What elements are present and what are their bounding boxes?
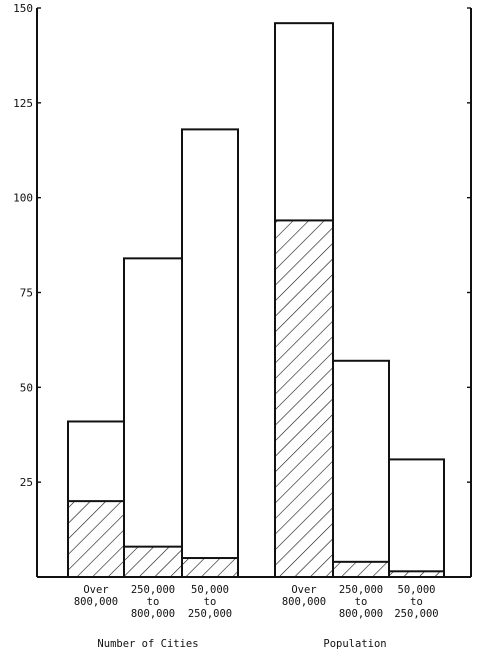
bar-hatched: [123, 545, 183, 578]
group-label: Number of Cities: [97, 638, 198, 650]
y-tick-label: 50: [20, 381, 33, 394]
category-label: 800,000: [131, 608, 175, 620]
bar-hatched: [332, 560, 390, 578]
category-label: 800,000: [74, 596, 118, 608]
group-label: Population: [323, 638, 386, 650]
category-label: Over: [83, 584, 108, 596]
bars: [67, 22, 445, 579]
bar-total: [332, 359, 390, 578]
category-label: to: [355, 596, 368, 608]
category-label: 250,000: [394, 608, 438, 620]
y-tick-label: 75: [20, 287, 33, 300]
bar-hatched: [181, 557, 239, 578]
y-tick-label: 125: [13, 97, 33, 110]
category-label: 800,000: [282, 596, 326, 608]
bar-hatched: [274, 219, 334, 578]
category-label: Over: [291, 584, 316, 596]
category-label: 50,000: [191, 584, 229, 596]
category-label: to: [147, 596, 160, 608]
category-label: 250,000: [339, 584, 383, 596]
category-label: 250,000: [131, 584, 175, 596]
bar-total: [388, 458, 445, 579]
category-label: to: [410, 596, 423, 608]
y-tick-label: 25: [20, 476, 33, 489]
y-tick-label: 100: [13, 192, 33, 205]
bar-hatched: [67, 500, 125, 578]
bar-total: [181, 128, 239, 579]
bar-hatched: [388, 570, 445, 578]
category-label: 50,000: [398, 584, 436, 596]
category-label: 250,000: [188, 608, 232, 620]
category-label: to: [204, 596, 217, 608]
y-tick-label: 150: [13, 2, 33, 15]
category-label: 800,000: [339, 608, 383, 620]
category-labels: Over800,000250,000to800,00050,000to250,0…: [74, 584, 439, 650]
bar-total: [123, 257, 183, 578]
